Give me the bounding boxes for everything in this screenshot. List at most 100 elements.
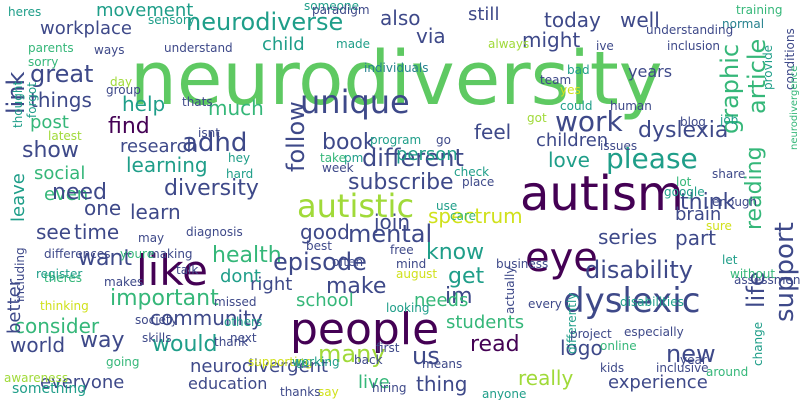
cloud-word: youre bbox=[120, 247, 155, 261]
cloud-word: issues bbox=[600, 139, 638, 153]
cloud-word: made bbox=[336, 37, 371, 51]
cloud-word: online bbox=[600, 339, 637, 353]
cloud-word: care bbox=[450, 209, 477, 223]
cloud-word: join bbox=[374, 210, 411, 234]
cloud-word: next bbox=[230, 331, 257, 345]
cloud-word: find bbox=[108, 114, 150, 139]
cloud-word: neurodivergence bbox=[789, 65, 800, 150]
cloud-word: th bbox=[296, 357, 309, 371]
cloud-word: reading bbox=[742, 146, 767, 230]
cloud-word: kids bbox=[600, 361, 625, 375]
cloud-word: something bbox=[12, 381, 87, 397]
cloud-word: think bbox=[680, 190, 736, 215]
cloud-word: bad bbox=[567, 63, 590, 77]
cloud-word: around bbox=[706, 365, 749, 379]
cloud-word: consider bbox=[14, 314, 100, 338]
cloud-word: hey bbox=[228, 151, 251, 165]
cloud-word: group bbox=[106, 83, 141, 97]
cloud-word: needs bbox=[414, 290, 469, 311]
cloud-word: always bbox=[488, 37, 530, 51]
cloud-word: actually bbox=[503, 266, 517, 314]
cloud-word: new bbox=[666, 340, 716, 368]
cloud-word: thinking bbox=[40, 299, 89, 313]
cloud-word: paradigm bbox=[312, 3, 370, 17]
cloud-word: mental bbox=[348, 220, 433, 248]
cloud-word: via bbox=[416, 24, 446, 48]
cloud-word: theres bbox=[44, 271, 82, 285]
cloud-word: thats bbox=[182, 95, 213, 109]
cloud-word: different bbox=[362, 144, 464, 172]
cloud-word: everyone bbox=[40, 372, 125, 393]
cloud-word: latest bbox=[48, 129, 82, 143]
cloud-word: movement bbox=[96, 0, 194, 21]
cloud-word: especially bbox=[624, 325, 684, 339]
cloud-word: lot bbox=[676, 175, 692, 189]
cloud-word: supporting bbox=[248, 355, 313, 369]
cloud-word: much bbox=[208, 96, 264, 120]
cloud-word: go bbox=[436, 133, 451, 147]
cloud-word: blog bbox=[680, 115, 706, 129]
cloud-word: please bbox=[606, 142, 698, 175]
cloud-word: inclusive bbox=[656, 361, 709, 375]
cloud-word: learn bbox=[130, 200, 181, 224]
cloud-word: many bbox=[318, 340, 386, 368]
cloud-word: free bbox=[390, 243, 414, 257]
cloud-word: register bbox=[36, 267, 83, 281]
cloud-word: part bbox=[675, 226, 717, 250]
cloud-word: going bbox=[106, 355, 140, 369]
cloud-word: society bbox=[135, 313, 178, 327]
cloud-word: know bbox=[426, 240, 485, 265]
cloud-word: heres bbox=[8, 5, 42, 19]
cloud-word: normal bbox=[722, 17, 765, 31]
cloud-word: follow bbox=[282, 101, 310, 172]
cloud-word: want bbox=[78, 246, 133, 271]
cloud-word: logo bbox=[560, 336, 603, 360]
cloud-word: series bbox=[598, 225, 658, 249]
cloud-word: place bbox=[462, 175, 495, 189]
cloud-word: subscribe bbox=[348, 170, 454, 195]
cloud-word: students bbox=[446, 312, 525, 333]
cloud-word: education bbox=[188, 374, 268, 393]
cloud-word: individuals bbox=[364, 61, 429, 75]
cloud-word: others bbox=[224, 315, 263, 329]
cloud-word: workplace bbox=[40, 18, 132, 39]
cloud-word: could bbox=[560, 99, 593, 113]
cloud-word: love bbox=[548, 148, 590, 172]
cloud-word: sensory bbox=[148, 13, 195, 27]
cloud-word: best bbox=[306, 239, 332, 253]
cloud-word: understand bbox=[164, 41, 233, 55]
cloud-word: im bbox=[445, 284, 473, 309]
cloud-word: thing bbox=[416, 372, 468, 396]
cloud-word: day bbox=[110, 75, 133, 89]
cloud-word: job bbox=[720, 113, 739, 127]
cloud-word: well bbox=[620, 8, 660, 32]
cloud-word: team bbox=[540, 73, 572, 87]
cloud-word: unique bbox=[300, 83, 410, 121]
cloud-word: learning bbox=[126, 153, 208, 177]
cloud-word: anyone bbox=[482, 387, 527, 400]
cloud-word: autism bbox=[520, 166, 684, 222]
cloud-word: things bbox=[30, 88, 92, 112]
cloud-word: child bbox=[262, 34, 305, 55]
cloud-word: awareness bbox=[4, 371, 69, 385]
cloud-word: dyslexic bbox=[563, 281, 701, 321]
cloud-word: time bbox=[74, 220, 120, 244]
cloud-word: world bbox=[10, 333, 66, 357]
cloud-word: parents bbox=[28, 41, 74, 55]
cloud-word: ways bbox=[94, 43, 125, 57]
cloud-word: eye bbox=[525, 235, 598, 281]
cloud-word: work bbox=[555, 105, 623, 138]
cloud-word: makes bbox=[104, 275, 144, 289]
cloud-word: spectrum bbox=[428, 204, 523, 228]
cloud-word: looking bbox=[386, 301, 430, 315]
cloud-word: change bbox=[751, 321, 765, 366]
cloud-word: children bbox=[536, 130, 609, 151]
cloud-word: dont bbox=[220, 266, 261, 287]
cloud-word: program bbox=[370, 133, 422, 147]
cloud-word: school bbox=[296, 290, 354, 311]
cloud-word: sure bbox=[706, 219, 732, 233]
cloud-word: inclusion bbox=[667, 39, 721, 53]
cloud-word: assessments bbox=[734, 273, 800, 287]
cloud-word: adhd bbox=[182, 128, 248, 158]
cloud-word: important bbox=[110, 286, 219, 311]
